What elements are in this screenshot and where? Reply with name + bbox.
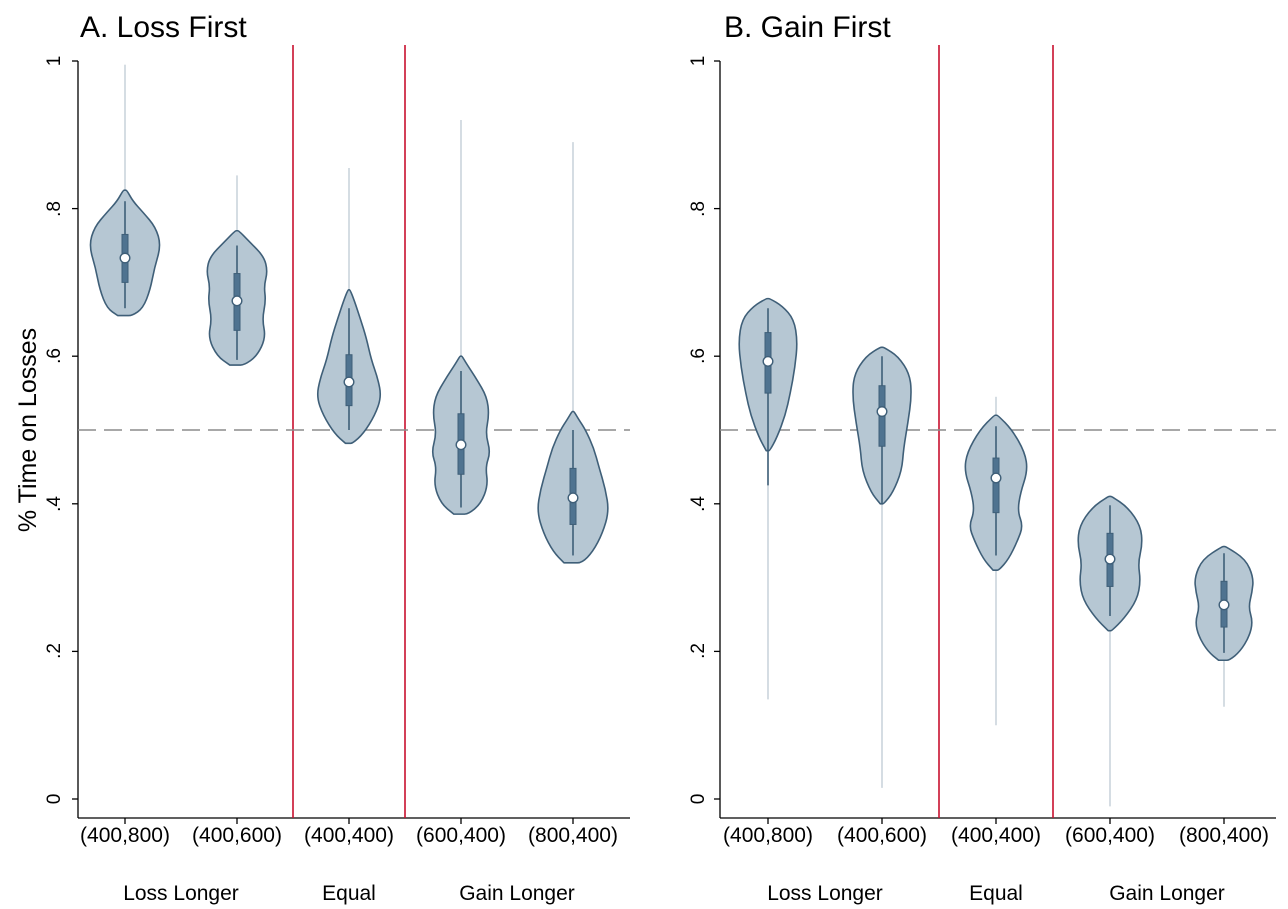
panel-a-category-label-0: (400,800): [80, 824, 170, 847]
panel-b-y-tick-label-5: 1: [688, 56, 709, 67]
panel-b-violin-1-median: [876, 406, 888, 418]
panel-a-category-label-3: (600,400): [416, 824, 506, 847]
panel-a-y-tick-labels: 0 .2 .4 .6 .8 1: [44, 56, 65, 805]
panel-a-y-tick-label-1: .2: [44, 643, 65, 659]
panel-a-violin-2: [316, 168, 382, 445]
panel-b-y-tick-label-2: .4: [688, 496, 709, 512]
panel-b-group-label-equal: Equal: [969, 882, 1023, 905]
panel-b-title: B. Gain First: [724, 11, 891, 44]
panel-b-category-label-0: (400,800): [723, 824, 813, 847]
panel-a-violin-0-median: [119, 252, 131, 264]
panel-a-title: A. Loss First: [80, 11, 247, 44]
panel-b-violin-0: [738, 297, 798, 700]
panel-a-violin-4-median: [567, 492, 579, 504]
panel-b-violin-2-iqr-box: [992, 457, 1000, 514]
panel-a: A. Loss First % Time on Losses 0 .2 .4 .…: [14, 11, 630, 905]
panel-a-violin-0: [89, 64, 161, 317]
panel-a-violin-2-median: [343, 376, 355, 388]
panel-b: B. Gain First 0 .2 .4 .6 .8 1 (400,800) …: [688, 11, 1276, 905]
panel-b-category-labels: (400,800) (400,600) (400,400) (600,400) …: [723, 824, 1269, 847]
panel-b-category-label-3: (600,400): [1065, 824, 1155, 847]
panel-b-violin-2-median: [990, 472, 1002, 484]
panel-b-y-tick-labels: 0 .2 .4 .6 .8 1: [688, 56, 709, 805]
panel-a-y-tick-label-3: .6: [44, 348, 65, 364]
panel-b-y-tick-label-0: 0: [688, 794, 709, 805]
panel-b-y-tick-label-4: .8: [688, 201, 709, 217]
panel-a-violin-1: [206, 175, 268, 366]
panel-a-violin-3: [431, 120, 491, 515]
panel-b-y-tick-label-1: .2: [688, 643, 709, 659]
panel-a-category-label-4: (800,400): [528, 824, 618, 847]
panel-b-violin-0-median: [762, 355, 774, 367]
panel-b-y-tick-label-3: .6: [688, 348, 709, 364]
panel-a-violin-1-median: [231, 295, 243, 307]
panel-a-category-labels: (400,800) (400,600) (400,400) (600,400) …: [80, 824, 618, 847]
panel-b-category-label-1: (400,600): [837, 824, 927, 847]
panel-a-violin-3-median: [455, 439, 467, 451]
panel-a-category-label-2: (400,400): [304, 824, 394, 847]
panel-a-y-tick-label-2: .4: [44, 496, 65, 512]
panel-b-category-label-2: (400,400): [951, 824, 1041, 847]
panel-b-group-label-gain-longer: Gain Longer: [1109, 882, 1225, 905]
panel-b-violin-3-median: [1104, 553, 1116, 565]
panel-b-violin-4: [1194, 545, 1254, 707]
panel-a-plot-area: [72, 45, 630, 824]
panel-b-violin-3: [1077, 495, 1143, 807]
panel-b-group-labels: Loss Longer Equal Gain Longer: [767, 882, 1225, 905]
panel-b-violin-1: [852, 346, 912, 788]
panel-a-y-tick-label-5: 1: [44, 56, 65, 67]
panel-a-group-label-loss-longer: Loss Longer: [123, 882, 239, 905]
panel-a-group-labels: Loss Longer Equal Gain Longer: [123, 882, 575, 905]
panel-b-group-label-loss-longer: Loss Longer: [767, 882, 883, 905]
panel-a-violin-4: [537, 142, 609, 564]
panel-b-violin-4-median: [1218, 599, 1230, 611]
panel-a-y-tick-label-0: 0: [44, 794, 65, 805]
panel-a-y-tick-label-4: .8: [44, 201, 65, 217]
panel-a-category-label-1: (400,600): [192, 824, 282, 847]
panel-b-violin-2: [964, 396, 1028, 726]
panel-a-group-label-equal: Equal: [322, 882, 376, 905]
panel-b-plot-area: [714, 45, 1276, 824]
panel-b-category-label-4: (800,400): [1179, 824, 1269, 847]
panel-a-group-label-gain-longer: Gain Longer: [459, 882, 575, 905]
panel-a-y-axis-label: % Time on Losses: [14, 328, 42, 532]
